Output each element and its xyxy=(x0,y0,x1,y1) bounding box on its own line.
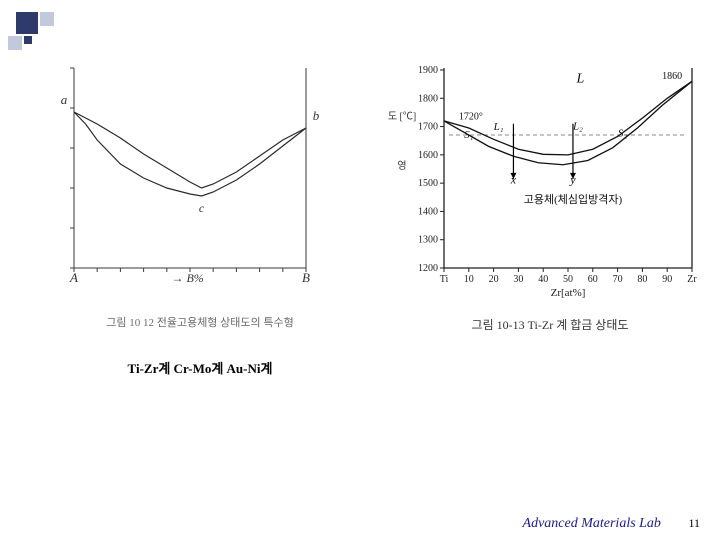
svg-text:L: L xyxy=(576,72,585,87)
svg-text:B: B xyxy=(302,270,310,285)
svg-text:c: c xyxy=(199,201,205,215)
svg-text:1800: 1800 xyxy=(418,93,438,104)
content-area: a b c A B → B% 그림 10 12 전율고용체형 상태도의 특수형 Ti-Zr… xyxy=(0,60,720,480)
page-number: 11 xyxy=(688,516,700,530)
svg-text:60: 60 xyxy=(588,274,598,285)
decor-sq xyxy=(16,12,38,34)
svg-text:도 [℃]: 도 [℃] xyxy=(388,112,416,123)
svg-text:Ti: Ti xyxy=(440,274,449,285)
svg-text:a: a xyxy=(61,92,68,107)
svg-text:Zr[at%]: Zr[at%] xyxy=(551,287,586,299)
right-figure: 1200 1300 1400 1500 1600 1700 1800 1900 Ti 10 20 30… xyxy=(380,60,720,333)
svg-text:1300: 1300 xyxy=(418,235,438,246)
svg-text:S₁: S₁ xyxy=(464,129,474,141)
svg-text:L₂: L₂ xyxy=(572,120,583,132)
svg-text:1500: 1500 xyxy=(418,178,438,189)
decor-sq xyxy=(8,36,22,50)
svg-text:1200: 1200 xyxy=(418,263,438,274)
corner-decor xyxy=(6,6,66,56)
right-chart: 1200 1300 1400 1500 1600 1700 1800 1900 Ti 10 20 30… xyxy=(380,60,710,310)
svg-text:Zr: Zr xyxy=(687,274,697,285)
svg-text:영: 영 xyxy=(397,160,406,172)
svg-text:S₂: S₂ xyxy=(618,127,628,139)
svg-text:70: 70 xyxy=(613,274,623,285)
left-caption: 그림 10 12 전율고용체형 상태도의 특수형 xyxy=(30,314,370,330)
left-subcaption: Ti-Zr계 Cr-Mo계 Au-Ni계 xyxy=(30,358,370,377)
left-figure: a b c A B → B% 그림 10 12 전율고용체형 상태도의 특수형 Ti-Zr… xyxy=(30,60,370,377)
svg-text:10: 10 xyxy=(464,274,474,285)
svg-text:50: 50 xyxy=(563,274,573,285)
svg-text:80: 80 xyxy=(637,274,647,285)
svg-text:1900: 1900 xyxy=(418,65,438,76)
svg-text:1860: 1860 xyxy=(662,71,682,82)
svg-text:A: A xyxy=(69,270,78,285)
svg-text:1700: 1700 xyxy=(418,122,438,133)
svg-text:y: y xyxy=(569,173,576,187)
decor-sq xyxy=(24,36,32,44)
footer-lab: Advanced Materials Lab 11 xyxy=(523,516,700,532)
svg-text:40: 40 xyxy=(538,274,548,285)
svg-text:30: 30 xyxy=(513,274,523,285)
svg-text:b: b xyxy=(313,108,320,123)
svg-text:1600: 1600 xyxy=(418,150,438,161)
svg-text:→ B%: → B% xyxy=(171,271,203,285)
svg-text:고용체(체심입방격자): 고용체(체심입방격자) xyxy=(524,193,623,206)
decor-sq xyxy=(40,12,54,26)
right-caption: 그림 10-13 Ti-Zr 계 합금 상태도 xyxy=(380,316,720,333)
svg-text:x: x xyxy=(510,173,517,187)
svg-text:L₁: L₁ xyxy=(493,121,504,133)
svg-text:1400: 1400 xyxy=(418,206,438,217)
svg-text:90: 90 xyxy=(662,274,672,285)
svg-text:1720°: 1720° xyxy=(459,112,483,123)
svg-text:20: 20 xyxy=(489,274,499,285)
left-chart: a b c A B → B% xyxy=(30,60,330,310)
